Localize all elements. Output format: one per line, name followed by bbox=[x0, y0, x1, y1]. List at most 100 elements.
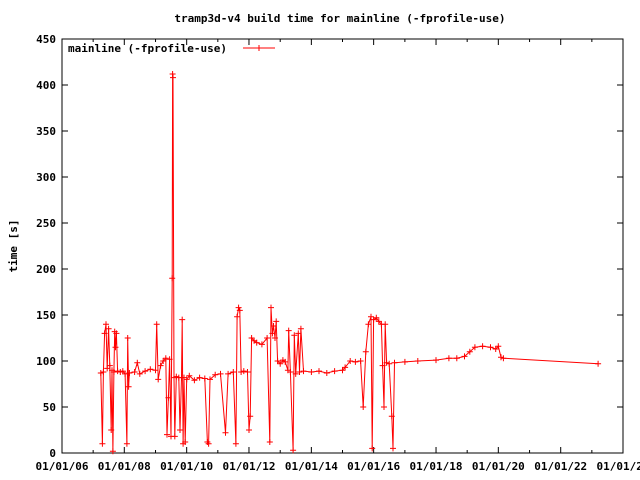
y-axis-label: time [s] bbox=[7, 220, 20, 273]
data-point bbox=[164, 431, 170, 438]
data-point bbox=[236, 307, 243, 314]
x-tick-label: 01/01/16 bbox=[347, 460, 400, 473]
data-point bbox=[122, 370, 129, 377]
data-point bbox=[165, 394, 172, 401]
data-point bbox=[453, 355, 460, 362]
data-point bbox=[244, 369, 251, 375]
x-tick-label: 01/01/14 bbox=[285, 460, 338, 473]
x-tick-label: 01/01/12 bbox=[222, 460, 275, 473]
data-point bbox=[123, 440, 130, 447]
data-point bbox=[99, 440, 106, 447]
legend-label: mainline (-fprofile-use) bbox=[68, 42, 227, 55]
y-axis: 0 50 100 150 200 250 300 350 400 450 bbox=[36, 33, 623, 460]
data-point bbox=[266, 439, 273, 445]
data-point bbox=[125, 383, 132, 390]
data-point bbox=[179, 316, 186, 323]
x-axis: 01/01/06 01/01/08 01/01/10 01/01/12 01/01/14… bbox=[36, 39, 640, 473]
y-tick-label: 250 bbox=[36, 217, 56, 230]
data-point bbox=[296, 369, 303, 375]
data-point bbox=[142, 368, 149, 375]
data-point bbox=[108, 427, 115, 433]
data-point bbox=[360, 404, 367, 410]
data-point bbox=[153, 321, 160, 328]
data-point bbox=[347, 358, 354, 364]
data-point bbox=[124, 335, 131, 341]
data-point bbox=[106, 362, 113, 369]
data-point bbox=[126, 370, 133, 376]
data-point bbox=[268, 304, 274, 311]
data-point bbox=[445, 355, 452, 362]
legend-marker bbox=[256, 45, 262, 51]
data-point bbox=[238, 369, 245, 375]
data-point bbox=[269, 330, 276, 337]
data-point bbox=[112, 344, 119, 351]
data-point bbox=[479, 343, 486, 350]
data-point bbox=[390, 445, 396, 452]
y-tick-label: 350 bbox=[36, 125, 56, 138]
data-point bbox=[152, 367, 159, 374]
data-point bbox=[160, 358, 167, 364]
data-point bbox=[97, 370, 104, 376]
data-point bbox=[182, 439, 189, 445]
data-point bbox=[232, 440, 239, 447]
data-point bbox=[368, 313, 374, 320]
data-point bbox=[222, 429, 229, 436]
data-point bbox=[331, 368, 338, 375]
data-point bbox=[466, 348, 473, 355]
data-point bbox=[316, 368, 322, 375]
data-point bbox=[162, 355, 169, 362]
data-point bbox=[170, 74, 176, 81]
data-point bbox=[101, 330, 108, 337]
y-tick-label: 300 bbox=[36, 171, 56, 184]
data-point bbox=[104, 365, 111, 372]
data-point bbox=[272, 335, 278, 341]
data-point bbox=[217, 370, 224, 377]
data-point bbox=[342, 364, 349, 371]
x-tick-label: 01/01/08 bbox=[98, 460, 151, 473]
y-tick-label: 400 bbox=[36, 79, 56, 92]
data-point bbox=[186, 372, 193, 379]
data-point bbox=[110, 369, 117, 375]
data-point bbox=[495, 343, 502, 350]
data-point bbox=[258, 341, 265, 348]
plot-frame bbox=[61, 38, 624, 454]
data-point bbox=[274, 358, 281, 364]
data-point bbox=[105, 325, 112, 332]
data-point bbox=[365, 321, 372, 328]
data-point bbox=[264, 335, 271, 341]
data-point bbox=[240, 368, 247, 375]
data-point bbox=[285, 327, 292, 334]
data-point bbox=[295, 330, 302, 337]
x-tick-label: 01/01/18 bbox=[410, 460, 463, 473]
data-point bbox=[375, 318, 382, 325]
data-point bbox=[382, 321, 389, 328]
data-point bbox=[323, 370, 330, 376]
data-point bbox=[282, 358, 289, 365]
data-point bbox=[291, 332, 298, 339]
data-point bbox=[500, 355, 507, 362]
data-point bbox=[113, 330, 120, 337]
data-point bbox=[300, 368, 307, 375]
data-point bbox=[131, 369, 138, 375]
data-point bbox=[191, 377, 198, 384]
data-point bbox=[171, 433, 178, 440]
chart-title: tramp3d-v4 build time for mainline (-fpr… bbox=[174, 12, 505, 25]
data-point bbox=[401, 358, 408, 365]
x-tick-label: 01/01/06 bbox=[36, 460, 89, 473]
data-point bbox=[287, 369, 294, 375]
data-point bbox=[277, 360, 284, 367]
data-point bbox=[386, 360, 393, 367]
data-point bbox=[196, 374, 203, 381]
data-point bbox=[292, 370, 299, 377]
data-point bbox=[369, 445, 376, 452]
data-point bbox=[391, 359, 398, 366]
series-line bbox=[100, 73, 599, 452]
data-point bbox=[461, 353, 468, 360]
data-point bbox=[433, 357, 439, 364]
data-point bbox=[381, 404, 387, 410]
y-tick-label: 200 bbox=[36, 263, 56, 276]
data-point bbox=[247, 413, 254, 420]
legend: mainline (-fprofile-use) bbox=[68, 42, 275, 55]
y-tick-label: 0 bbox=[49, 447, 56, 460]
data-point bbox=[201, 375, 208, 382]
